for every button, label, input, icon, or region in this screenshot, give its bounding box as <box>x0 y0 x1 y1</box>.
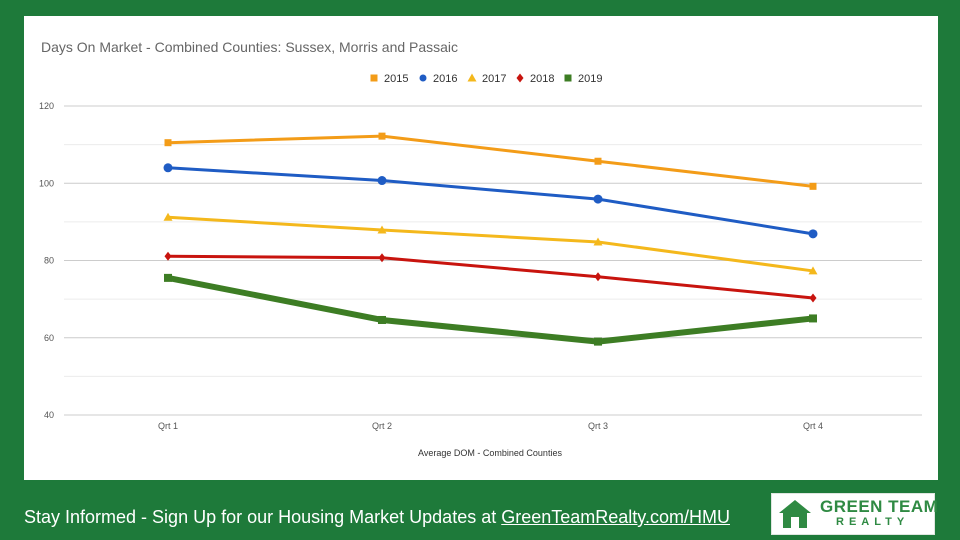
legend-marker-2015 <box>370 74 378 82</box>
chart-title: Days On Market - Combined Counties: Suss… <box>41 39 458 55</box>
logo-name: GREEN TEAM <box>820 497 939 516</box>
x-tick-label: Qrt 3 <box>588 421 608 431</box>
line-chart: Days On Market - Combined Counties: Suss… <box>39 39 922 458</box>
footer-link[interactable]: GreenTeamRealty.com/HMU <box>501 507 730 527</box>
data-point-2017 <box>593 237 603 246</box>
data-point-2018 <box>378 253 386 263</box>
data-point-2018 <box>809 293 817 303</box>
data-point-2015 <box>809 182 817 190</box>
series-line-2016 <box>166 166 815 236</box>
data-point-2018 <box>164 251 172 261</box>
data-point-2017 <box>377 225 387 234</box>
footer-text: Stay Informed - Sign Up for our Housing … <box>24 507 502 527</box>
y-tick-label: 40 <box>44 410 54 420</box>
x-axis-title: Average DOM - Combined Counties <box>418 448 562 458</box>
data-point-2016 <box>593 194 603 204</box>
legend-marker-2018 <box>516 73 524 83</box>
legend-label: 2018 <box>530 73 554 85</box>
data-point-2016 <box>377 176 387 186</box>
data-point-2019 <box>809 314 817 323</box>
data-point-2018 <box>594 272 602 282</box>
x-tick-label: Qrt 4 <box>803 421 823 431</box>
data-point-2017 <box>808 266 818 275</box>
green-team-realty-logo[interactable]: GREEN TEAM REALTY <box>771 493 939 535</box>
data-point-2017 <box>163 212 173 221</box>
x-tick-label: Qrt 2 <box>372 421 392 431</box>
series-line-2019 <box>165 274 816 345</box>
series-line-2017 <box>166 215 815 273</box>
data-point-2016 <box>808 229 818 239</box>
data-point-2019 <box>164 273 172 282</box>
data-point-2015 <box>164 139 172 147</box>
y-tick-label: 60 <box>44 333 54 343</box>
house-icon <box>779 500 811 528</box>
legend-label: 2017 <box>482 73 506 85</box>
y-tick-label: 100 <box>39 178 54 188</box>
logo-subtitle: REALTY <box>836 516 910 528</box>
y-tick-label: 120 <box>39 101 54 111</box>
x-tick-label: Qrt 1 <box>158 421 178 431</box>
footer-banner: Stay Informed - Sign Up for our Housing … <box>24 505 730 529</box>
series-line-2015 <box>166 134 815 188</box>
series-line-2018 <box>166 254 815 300</box>
data-point-2015 <box>594 157 602 165</box>
legend-label: 2019 <box>578 73 602 85</box>
chart-panel: Days On Market - Combined Counties: Suss… <box>24 16 938 480</box>
legend-marker-2019 <box>564 74 572 82</box>
legend-label: 2016 <box>433 73 457 85</box>
y-tick-label: 80 <box>44 256 54 266</box>
data-point-2019 <box>594 337 602 346</box>
data-point-2015 <box>378 132 386 140</box>
data-point-2019 <box>378 315 386 324</box>
data-point-2016 <box>163 163 173 173</box>
legend-label: 2015 <box>384 73 408 85</box>
legend-marker-2017 <box>467 73 477 82</box>
legend-marker-2016 <box>419 74 427 82</box>
